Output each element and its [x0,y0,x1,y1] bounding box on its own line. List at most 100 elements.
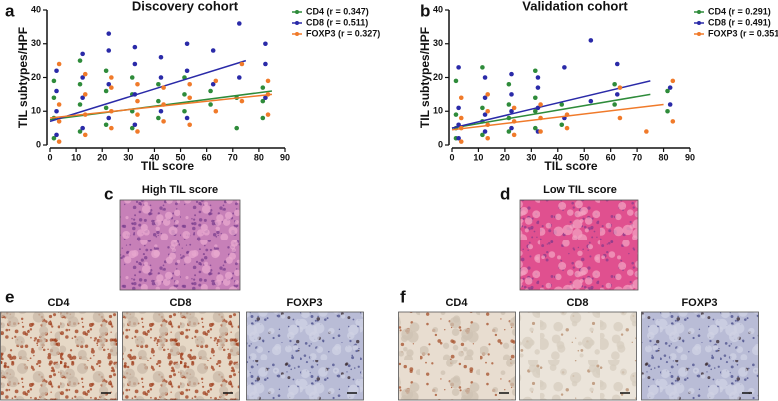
data-point [135,112,140,117]
panel-label: b [420,1,430,20]
data-point [80,95,85,101]
data-point [210,48,216,53]
data-point [184,41,190,47]
data-point [485,92,491,97]
data-point [51,95,57,101]
legend-label: FOXP3 (r = 0.327) [306,28,380,38]
data-point [480,132,485,138]
data-point [103,122,109,128]
data-point [667,85,673,90]
y-tick-label: 10 [433,106,443,116]
data-point [184,115,190,121]
data-point [559,122,565,128]
data-point [54,132,59,138]
data-point [56,119,62,124]
legend-marker [295,32,299,36]
x-tick-label: 10 [473,152,483,162]
y-tick-label: 0 [36,139,41,149]
data-point [506,102,512,107]
panel-label: f [400,287,406,306]
legend-marker [697,10,701,14]
data-point [132,44,138,50]
data-point [77,81,83,87]
data-point [559,102,565,107]
stain-label: FOXP3 [681,297,717,309]
data-point [614,92,620,97]
y-tick-label: 0 [438,139,443,149]
data-point [453,78,459,84]
image-caption: High TIL score [142,184,218,196]
legend-marker [697,21,701,25]
x-tick-label: 40 [553,152,563,162]
x-axis-label: TIL score [141,159,194,173]
fit-line [451,103,664,131]
stain-label: CD8 [566,297,588,309]
data-point [533,125,538,131]
x-tick-label: 80 [659,152,669,162]
panel-label: e [5,287,14,306]
data-point [458,115,464,121]
chart-title: Validation cohort [522,0,628,13]
data-point [506,129,512,134]
data-point [106,31,112,36]
stain-label: CD4 [445,297,468,309]
data-point [265,112,271,117]
histology-image [519,199,639,291]
ihc-image [641,311,759,401]
data-point [187,95,192,101]
data-point [156,115,161,121]
panel-label: a [5,1,15,20]
fit-line [49,59,247,123]
x-axis-label: TIL score [544,159,597,173]
x-tick-label: 30 [123,152,133,162]
data-point [54,108,59,114]
data-point [509,125,514,131]
data-point [156,98,161,104]
y-tick-label: 40 [31,4,41,14]
data-point [135,81,140,87]
data-point [535,85,541,90]
panel-label: c [104,184,113,203]
data-point [670,78,676,84]
stain-label: CD4 [47,297,70,309]
data-point [213,78,219,84]
data-point [511,132,517,138]
data-point [132,122,138,128]
data-point [458,95,464,101]
data-point [129,75,135,80]
ihc-image [246,311,364,401]
data-point [239,98,245,104]
data-point [129,125,135,131]
x-tick-label: 10 [71,152,81,162]
data-point [103,88,109,94]
data-point [614,61,620,67]
data-point [158,75,164,80]
data-point [156,81,161,87]
data-point [106,81,112,87]
legend-label: CD4 (r = 0.291) [708,6,771,16]
data-point [135,129,140,134]
data-point [263,95,268,101]
data-point [265,78,271,84]
data-point [456,65,461,70]
data-point [77,58,83,63]
data-point [667,102,673,107]
data-point [80,75,85,80]
data-point [109,75,114,80]
data-point [482,95,488,101]
data-point [453,112,459,117]
ihc-image [398,311,516,401]
data-point [103,68,109,74]
data-point [480,65,485,70]
data-point [482,112,488,117]
data-point [54,88,59,94]
data-point [213,108,219,114]
x-tick-label: 90 [280,152,290,162]
x-tick-label: 0 [449,152,454,162]
y-tick-label: 40 [433,4,443,14]
x-tick-label: 80 [254,152,264,162]
x-tick-label: 20 [500,152,510,162]
y-axis-label: TIL subtypes/HPF [16,27,30,128]
data-point [210,81,216,87]
